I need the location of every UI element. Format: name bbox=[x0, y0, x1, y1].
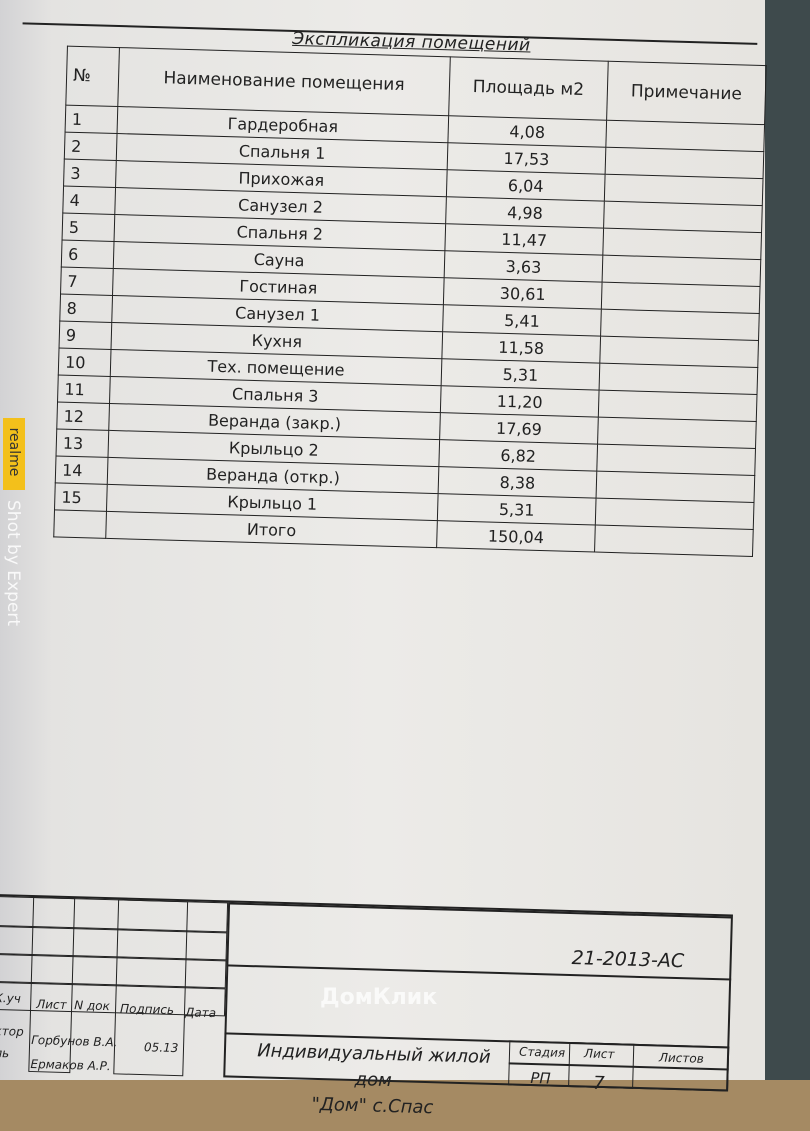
realme-badge: realme bbox=[3, 418, 25, 490]
hdr-kuch: К.уч bbox=[0, 990, 22, 1006]
signature-date: 05.13 bbox=[143, 1040, 179, 1056]
hdr-list: Лист bbox=[36, 997, 67, 1012]
document-title: Экспликация помещений bbox=[291, 28, 531, 56]
project-name: Индивидуальный жилой дом "Дом" с.Спас bbox=[247, 1038, 499, 1123]
document-sheet: Экспликация помещений № Наименование пом… bbox=[0, 22, 767, 1118]
row-number: 7 bbox=[60, 267, 114, 296]
row-number: 5 bbox=[62, 213, 115, 242]
sheet-label: Лист bbox=[583, 1046, 615, 1062]
domclick-watermark: ДомКлик bbox=[320, 985, 438, 1010]
person-control: Ермаков А.Р. bbox=[30, 1056, 111, 1074]
explication-table: № Наименование помещения Площадь м2 Прим… bbox=[53, 46, 767, 557]
col-name: Наименование помещения bbox=[117, 47, 451, 116]
stage-value: РП bbox=[530, 1068, 551, 1088]
hdr-ndoc: N док bbox=[73, 998, 111, 1014]
row-number: 9 bbox=[59, 321, 112, 350]
row-number: 12 bbox=[56, 401, 110, 431]
project-line-1: Индивидуальный жилой дом bbox=[256, 1040, 491, 1092]
shot-by-watermark: Shot by Expert bbox=[3, 500, 23, 626]
row-number: 11 bbox=[57, 374, 111, 404]
total-number bbox=[53, 509, 107, 539]
stage-label: Стадия bbox=[518, 1044, 566, 1060]
sheet-value: 7 bbox=[592, 1072, 605, 1095]
row-number: 1 bbox=[65, 105, 118, 134]
row-number: 10 bbox=[58, 347, 112, 377]
row-number: 2 bbox=[64, 132, 118, 161]
paper-sheet bbox=[0, 0, 765, 1080]
realme-label: realme bbox=[6, 427, 22, 477]
hdr-signature: Подпись bbox=[119, 1001, 175, 1017]
total-note bbox=[594, 525, 754, 557]
document-code: 21-2013-АС bbox=[571, 947, 685, 973]
row-number: 14 bbox=[55, 455, 108, 485]
role-architect: Архитектор bbox=[0, 1022, 24, 1039]
row-number: 6 bbox=[61, 240, 115, 269]
project-line-2: "Дом" с.Спас bbox=[311, 1093, 434, 1119]
role-control: Контроль bbox=[0, 1044, 10, 1061]
col-area: Площадь м2 bbox=[448, 56, 609, 121]
sheets-label: Листов bbox=[658, 1050, 704, 1066]
total-area: 150,04 bbox=[436, 520, 596, 553]
person-architect: Горбунов В.А. bbox=[30, 1032, 118, 1050]
row-number: 13 bbox=[56, 428, 109, 458]
row-number: 4 bbox=[62, 186, 116, 215]
row-number: 15 bbox=[54, 482, 108, 512]
row-number: 3 bbox=[63, 159, 117, 188]
row-number: 8 bbox=[59, 294, 113, 323]
hdr-date: Дата bbox=[184, 1005, 217, 1021]
col-number: № bbox=[65, 46, 120, 107]
col-note: Примечание bbox=[606, 61, 767, 125]
